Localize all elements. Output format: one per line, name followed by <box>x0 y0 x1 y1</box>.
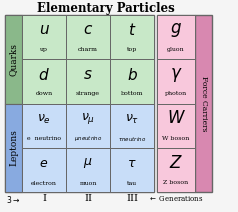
Bar <box>66 148 110 192</box>
Text: top: top <box>127 47 137 52</box>
Text: $W$: $W$ <box>167 110 185 127</box>
Text: $\gamma$: $\gamma$ <box>170 66 182 84</box>
Text: $g$: $g$ <box>170 21 182 39</box>
Bar <box>22 15 66 59</box>
Text: up: up <box>40 47 48 52</box>
Bar <box>66 103 110 148</box>
Text: $s$: $s$ <box>83 68 93 82</box>
Bar <box>110 15 154 59</box>
Text: Force Carriers: Force Carriers <box>199 76 208 131</box>
Bar <box>22 103 66 148</box>
Text: tau: tau <box>127 181 137 186</box>
Text: electron: electron <box>31 181 57 186</box>
Bar <box>110 103 154 148</box>
Bar <box>5 15 154 103</box>
Bar <box>5 103 22 192</box>
Text: $d$: $d$ <box>38 67 50 83</box>
Bar <box>22 59 66 103</box>
Text: I: I <box>42 194 46 203</box>
Bar <box>22 148 66 192</box>
Bar <box>157 103 195 148</box>
Text: III: III <box>126 194 138 203</box>
Bar <box>5 15 22 103</box>
Text: muon: muon <box>79 181 97 186</box>
Text: $\mu$: $\mu$ <box>83 156 93 170</box>
Text: gluon: gluon <box>167 47 185 52</box>
Bar <box>5 103 154 192</box>
Text: $\mu  neutrino$: $\mu neutrino$ <box>74 134 102 143</box>
Text: Z boson: Z boson <box>164 180 188 185</box>
Text: $3 \rightarrow$: $3 \rightarrow$ <box>6 194 20 205</box>
Text: Elementary Particles: Elementary Particles <box>37 2 175 15</box>
Text: $\tau  neutrino$: $\tau neutrino$ <box>118 135 146 143</box>
Text: $e$: $e$ <box>40 157 49 170</box>
Text: down: down <box>35 91 53 96</box>
Text: $u$: $u$ <box>39 24 50 38</box>
Bar <box>66 59 110 103</box>
Text: $t$: $t$ <box>128 22 136 39</box>
Text: $Z$: $Z$ <box>169 155 183 172</box>
Bar <box>157 15 195 59</box>
Text: $\leftarrow$ Generations: $\leftarrow$ Generations <box>148 194 204 203</box>
Bar <box>110 59 154 103</box>
Text: strange: strange <box>76 91 100 96</box>
Bar <box>157 15 195 192</box>
Text: Quarks: Quarks <box>9 43 18 76</box>
Text: photon: photon <box>165 91 187 96</box>
Text: e  neutrino: e neutrino <box>27 136 61 141</box>
Text: Leptons: Leptons <box>9 129 18 166</box>
Text: $\nu_e$: $\nu_e$ <box>37 112 51 126</box>
Bar <box>157 148 195 192</box>
Text: $b$: $b$ <box>127 67 138 83</box>
Text: $\nu_\tau$: $\nu_\tau$ <box>125 112 139 126</box>
Bar <box>110 148 154 192</box>
Text: $\nu_\mu$: $\nu_\mu$ <box>81 112 95 127</box>
Bar <box>66 15 110 59</box>
Bar <box>157 59 195 103</box>
Text: bottom: bottom <box>121 91 143 96</box>
Text: W boson: W boson <box>162 135 190 141</box>
Text: $c$: $c$ <box>83 24 93 38</box>
Text: charm: charm <box>78 47 98 52</box>
Bar <box>195 15 212 192</box>
Text: II: II <box>84 194 92 203</box>
Text: $\tau$: $\tau$ <box>127 157 137 170</box>
